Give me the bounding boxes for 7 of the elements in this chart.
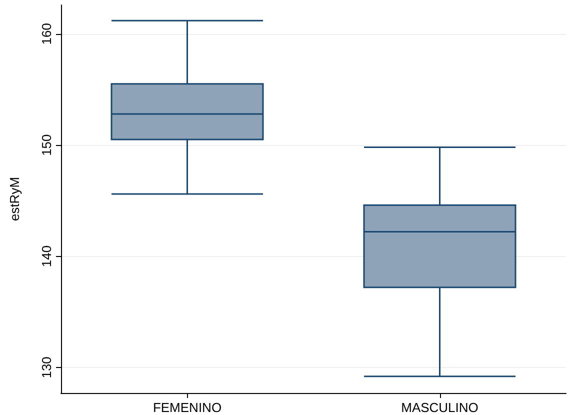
y-tick-label: 130 xyxy=(39,356,54,378)
x-tick-label: FEMENINO xyxy=(152,400,222,415)
y-axis-title: estRyM xyxy=(7,176,22,222)
y-tick-label: 160 xyxy=(39,23,54,45)
y-tick-label: 140 xyxy=(39,245,54,268)
x-tick-label: MASCULINO xyxy=(401,400,478,415)
y-tick-label: 150 xyxy=(39,134,54,156)
